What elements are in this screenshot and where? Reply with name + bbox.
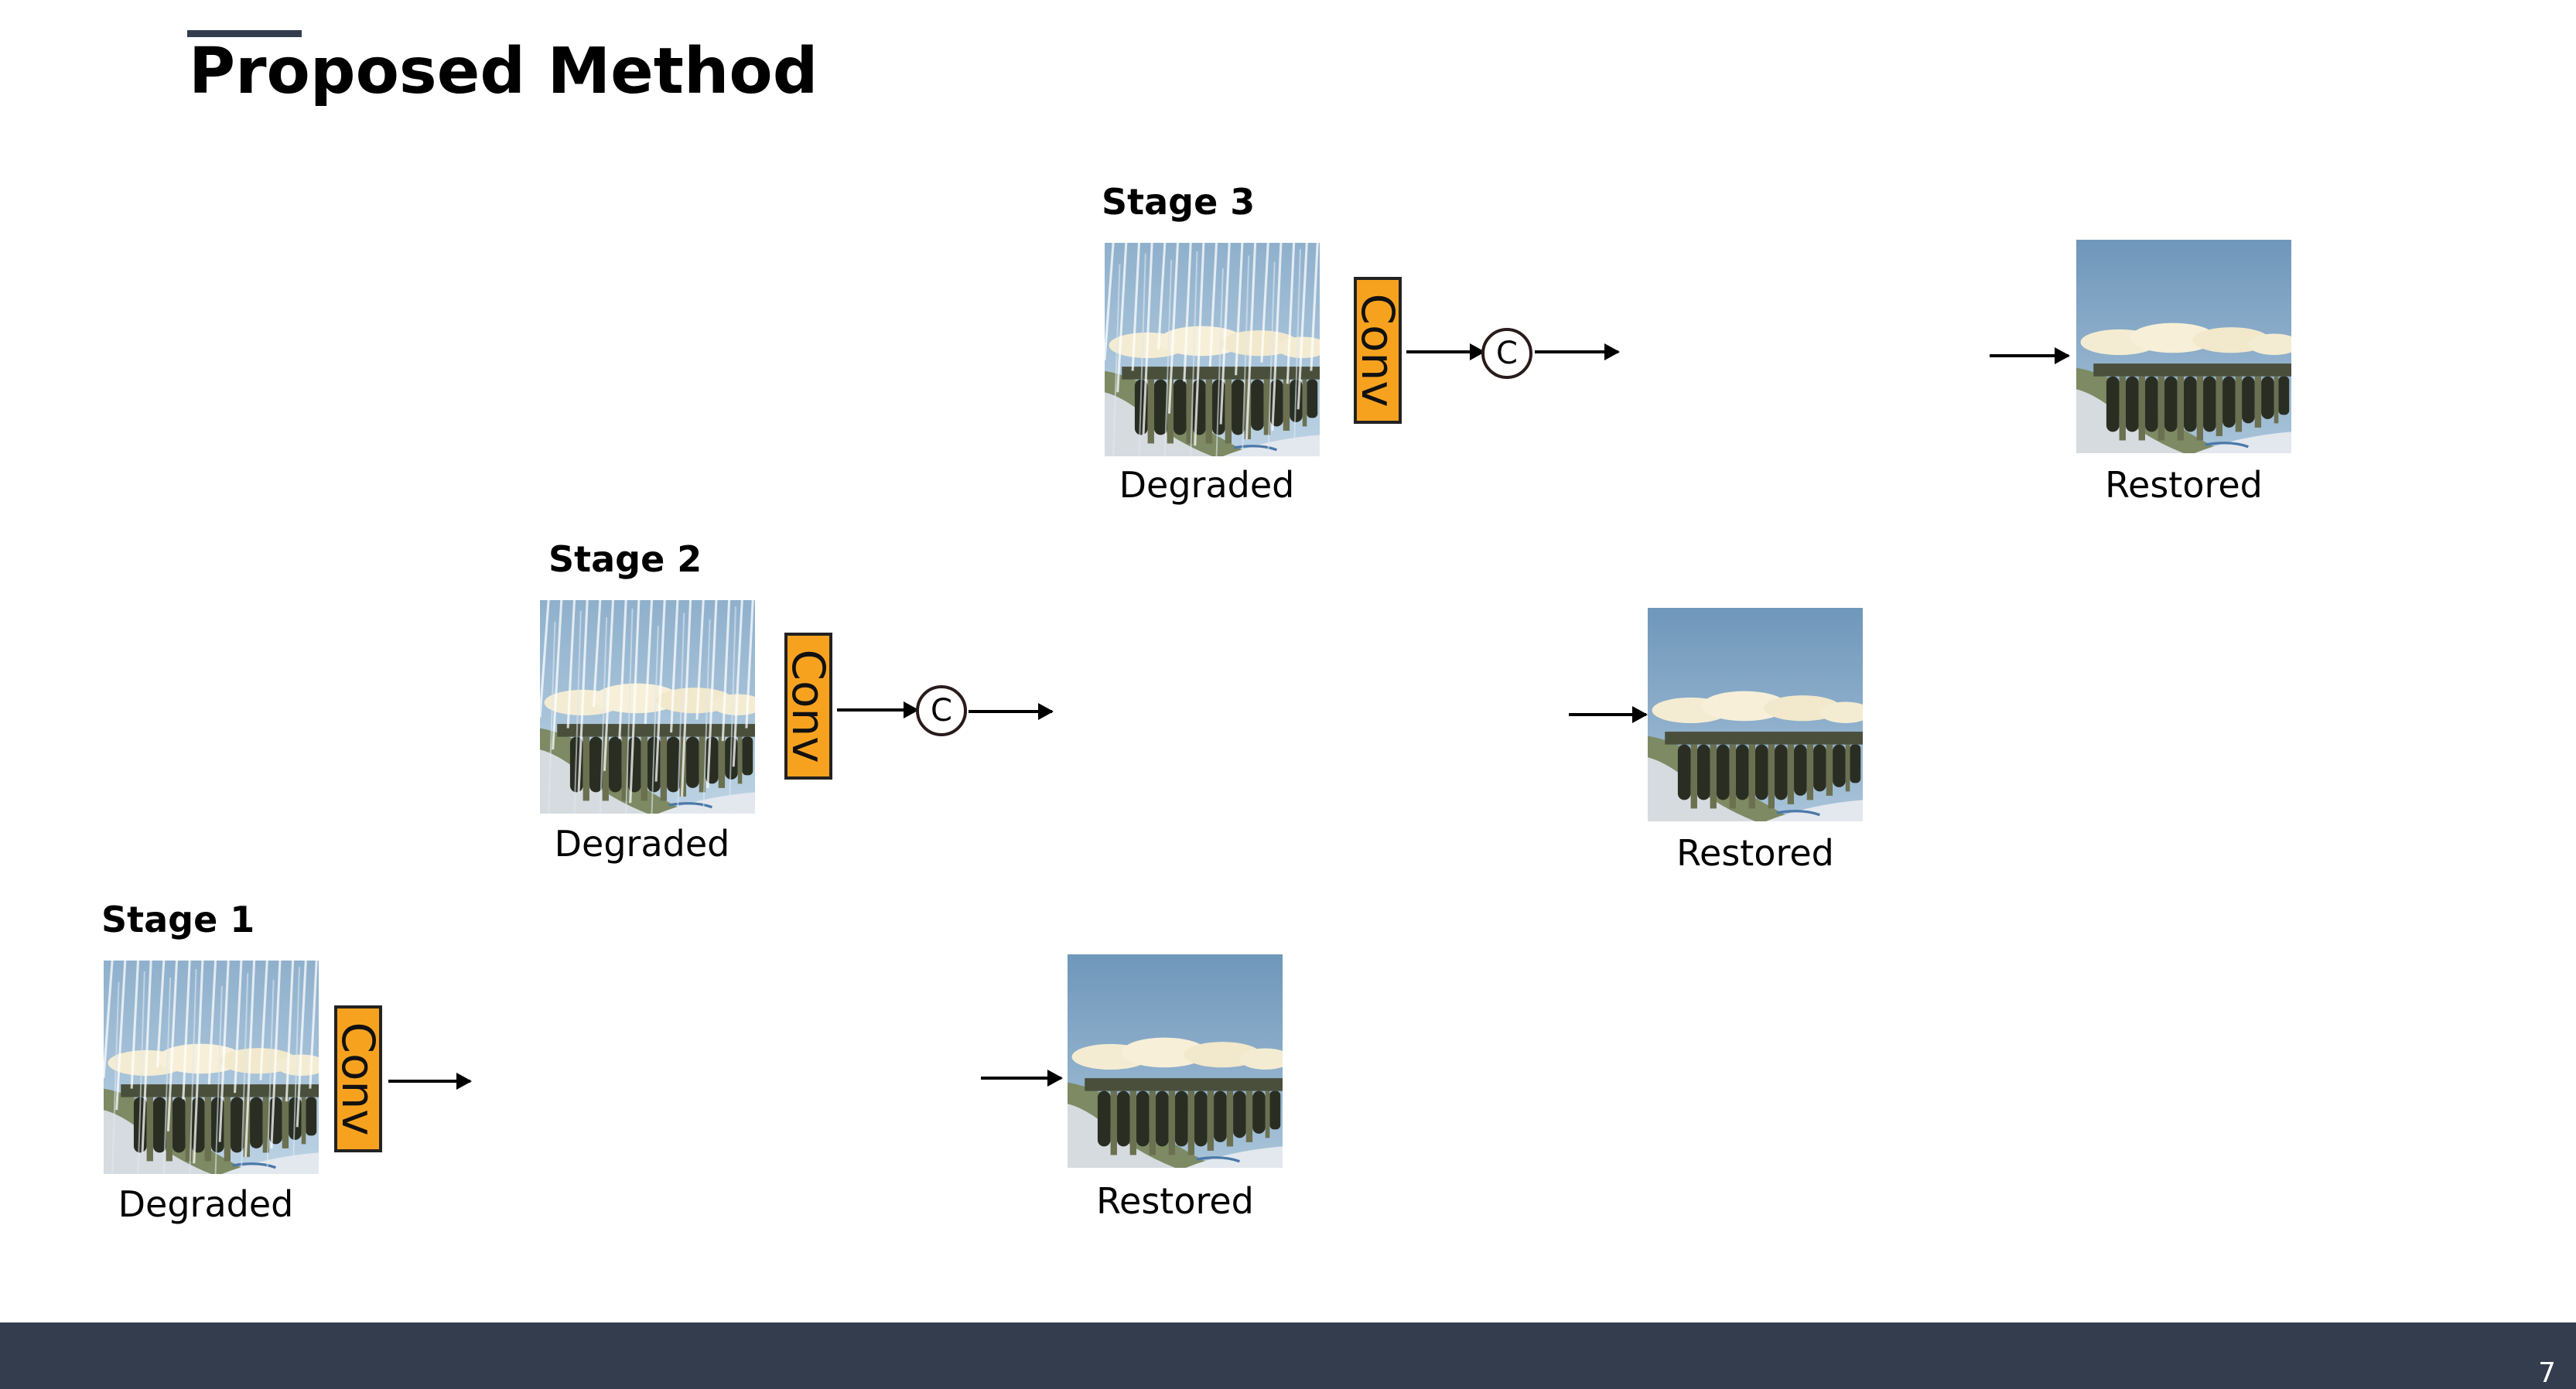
stage-1-degraded-caption: Degraded [118,1183,294,1225]
stage-2-conv-label: Conv [782,649,835,763]
stage-3-arrow-in-restored [1990,347,2070,364]
stage-3-degraded-image [1105,243,1320,456]
stage-2-label: Stage 2 [548,538,702,580]
stage-1-conv-label: Conv [332,1022,384,1136]
stage-3-label: Stage 3 [1102,181,1256,223]
stage-1-restored-image [1068,954,1283,1168]
stage-3-degraded-caption: Degraded [1119,464,1295,506]
stage-2-conv-block: Conv [782,633,835,780]
stage-2-concat-label: C [931,693,952,729]
stage-1-degraded-image [104,961,319,1174]
stage-3-arrow-to-concat [1406,343,1485,360]
stage-3-arrow-out [1535,343,1620,360]
stage-3-concat-label: C [1496,336,1518,371]
stage-2-arrow-out [969,703,1054,720]
stage-1-label: Stage 1 [101,899,255,940]
stage-2-degraded-image [540,600,755,814]
slide-title: Proposed Method [189,35,818,108]
stage-2-concat-node: C [916,685,967,736]
stage-2-arrow-to-concat [837,701,919,718]
stage-3-conv-label: Conv [1351,293,1404,408]
stage-2-restored-image [1648,608,1863,821]
footer-bar: 7 [0,1322,2576,1389]
page-number: 7 [2538,1357,2556,1389]
title-accent-bar [187,30,302,37]
stage-3-concat-node: C [1481,328,1532,379]
stage-2-restored-caption: Restored [1676,832,1834,874]
stage-1-conv-block: Conv [332,1005,384,1152]
stage-3-restored-caption: Restored [2105,464,2263,506]
stage-1-restored-caption: Restored [1096,1180,1254,1222]
stage-1-arrow-in-restored [981,1070,1063,1087]
stage-1-arrow-out [388,1073,472,1090]
stage-2-degraded-caption: Degraded [554,823,730,865]
stage-3-conv-block: Conv [1351,277,1404,424]
stage-2-arrow-in-restored [1569,706,1648,723]
stage-3-restored-image [2076,240,2291,453]
